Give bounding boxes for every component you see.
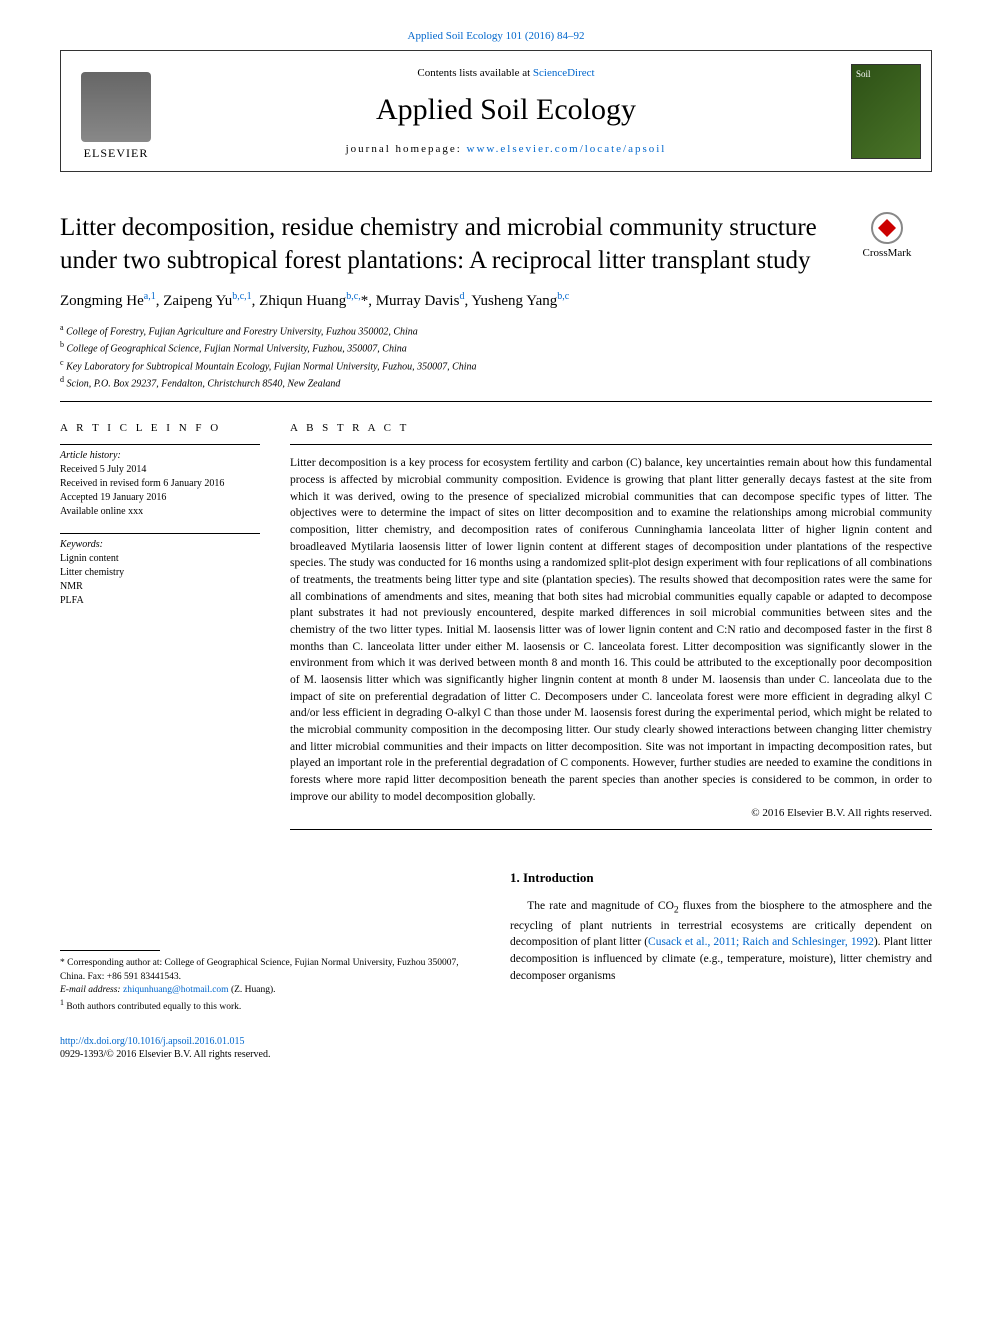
abstract-copyright: © 2016 Elsevier B.V. All rights reserved… <box>290 807 932 819</box>
keyword-item: Litter chemistry <box>60 566 260 580</box>
journal-homepage: journal homepage: www.elsevier.com/locat… <box>161 143 851 155</box>
header-center: Contents lists available at ScienceDirec… <box>161 67 851 155</box>
introduction-column: 1. Introduction The rate and magnitude o… <box>510 870 932 1014</box>
equal-text: Both authors contributed equally to this… <box>66 1002 241 1012</box>
cover-label: Soil <box>852 65 920 83</box>
intro-pre: The rate and magnitude of CO <box>527 900 674 912</box>
journal-cover-thumb: Soil <box>851 64 921 159</box>
homepage-prefix: journal homepage: <box>346 143 467 155</box>
issn-line: 0929-1393/© 2016 Elsevier B.V. All right… <box>60 1048 932 1061</box>
journal-title: Applied Soil Ecology <box>161 93 851 127</box>
footnote-rule <box>60 950 160 951</box>
citation-header: Applied Soil Ecology 101 (2016) 84–92 <box>0 0 992 50</box>
crossmark-icon <box>871 212 903 244</box>
abstract-column: A B S T R A C T Litter decomposition is … <box>290 422 932 840</box>
intro-heading: 1. Introduction <box>510 870 932 886</box>
keyword-item: Lignin content <box>60 552 260 566</box>
affiliation-item: c Key Laboratory for Subtropical Mountai… <box>60 357 932 374</box>
article-info-column: A R T I C L E I N F O Article history: R… <box>60 422 260 840</box>
footnotes: * Corresponding author at: College of Ge… <box>60 957 480 1014</box>
article-front-matter: Litter decomposition, residue chemistry … <box>60 212 932 840</box>
affiliation-item: d Scion, P.O. Box 29237, Fendalton, Chri… <box>60 374 932 391</box>
article-history: Article history: Received 5 July 2014Rec… <box>60 449 260 519</box>
info-abstract-row: A R T I C L E I N F O Article history: R… <box>60 422 932 840</box>
history-line: Accepted 19 January 2016 <box>60 491 260 505</box>
corresponding-footnote: * Corresponding author at: College of Ge… <box>60 957 480 984</box>
affiliation-item: b College of Geographical Science, Fujia… <box>60 339 932 356</box>
history-line: Received in revised form 6 January 2016 <box>60 477 260 491</box>
footnote-column: * Corresponding author at: College of Ge… <box>60 870 480 1014</box>
history-line: Available online xxx <box>60 505 260 519</box>
doi-footer: http://dx.doi.org/10.1016/j.apsoil.2016.… <box>60 1035 932 1061</box>
article-info-heading: A R T I C L E I N F O <box>60 422 260 434</box>
intro-paragraph: The rate and magnitude of CO2 fluxes fro… <box>510 898 932 984</box>
publisher-name: ELSEVIER <box>84 146 149 161</box>
author-list: Zongming Hea,1, Zaipeng Yub,c,1, Zhiqun … <box>60 291 932 310</box>
keyword-item: PLFA <box>60 594 260 608</box>
body-row: * Corresponding author at: College of Ge… <box>60 870 932 1014</box>
email-label: E-mail address: <box>60 985 123 995</box>
elsevier-tree-icon <box>81 72 151 142</box>
intro-citation-link[interactable]: Cusack et al., 2011; Raich and Schlesing… <box>648 936 874 948</box>
abstract-text: Litter decomposition is a key process fo… <box>290 455 932 805</box>
affiliation-item: a College of Forestry, Fujian Agricultur… <box>60 322 932 339</box>
journal-header-box: ELSEVIER Contents lists available at Sci… <box>60 50 932 172</box>
crossmark-badge[interactable]: CrossMark <box>842 212 932 260</box>
keywords-label: Keywords: <box>60 538 260 552</box>
email-link[interactable]: zhiqunhuang@hotmail.com <box>123 985 229 995</box>
history-label: Article history: <box>60 449 260 463</box>
title-text: Litter decomposition, residue chemistry … <box>60 214 817 274</box>
sciencedirect-link[interactable]: ScienceDirect <box>533 67 595 79</box>
article-title: Litter decomposition, residue chemistry … <box>60 212 932 277</box>
citation-link[interactable]: Applied Soil Ecology 101 (2016) 84–92 <box>408 30 585 42</box>
doi-link[interactable]: http://dx.doi.org/10.1016/j.apsoil.2016.… <box>60 1036 245 1047</box>
email-author: (Z. Huang). <box>229 985 276 995</box>
divider-top <box>60 401 932 402</box>
contents-prefix: Contents lists available at <box>417 67 532 79</box>
equal-sup: 1 <box>60 998 64 1007</box>
equal-contrib-footnote: 1 Both authors contributed equally to th… <box>60 997 480 1014</box>
crossmark-label: CrossMark <box>863 247 912 259</box>
homepage-link[interactable]: www.elsevier.com/locate/apsoil <box>467 143 667 155</box>
keyword-item: NMR <box>60 580 260 594</box>
email-footnote: E-mail address: zhiqunhuang@hotmail.com … <box>60 984 480 997</box>
publisher-logo: ELSEVIER <box>71 61 161 161</box>
history-line: Received 5 July 2014 <box>60 463 260 477</box>
affiliation-list: a College of Forestry, Fujian Agricultur… <box>60 322 932 391</box>
abstract-heading: A B S T R A C T <box>290 422 932 434</box>
contents-available: Contents lists available at ScienceDirec… <box>161 67 851 79</box>
keywords-block: Keywords: Lignin contentLitter chemistry… <box>60 538 260 608</box>
